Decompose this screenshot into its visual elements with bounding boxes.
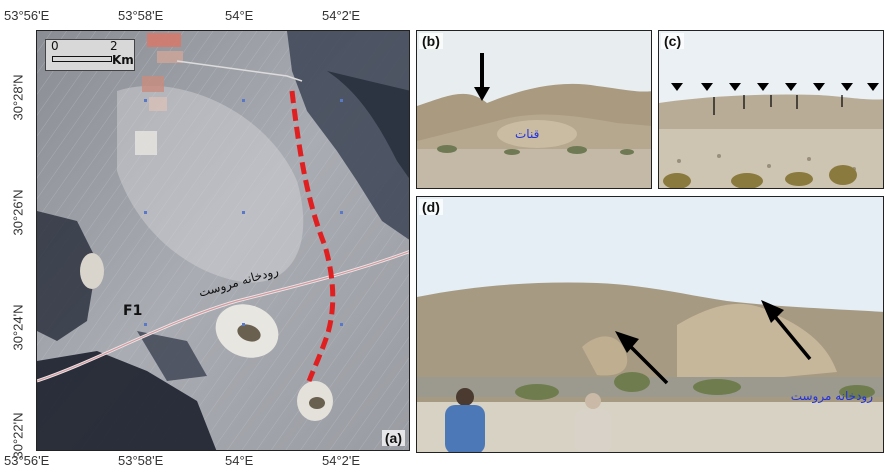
scale-bar: 0 2 Km — [45, 39, 135, 71]
bottom-tick-4: 54°2'E — [322, 453, 361, 468]
panel-c-label: (c) — [661, 33, 685, 49]
terrace-photo — [659, 31, 883, 188]
scale-start-label: 0 — [51, 39, 59, 53]
photo-panel-b: قنات (b) — [416, 30, 652, 189]
panel-a-label: (a) — [381, 430, 405, 446]
scale-unit-label: Km — [112, 53, 134, 67]
scale-end-label: 2 — [110, 39, 118, 53]
fault-trace-line — [289, 90, 336, 382]
photo-panel-c: (c) — [658, 30, 884, 189]
top-tick-1: 53°56'E — [4, 8, 50, 23]
river-annotation: رودخانه مروست — [790, 389, 873, 403]
left-tick-4: 30°22'N — [10, 412, 26, 459]
river-terrace-photo — [417, 197, 883, 452]
top-tick-4: 54°2'E — [322, 8, 361, 23]
panel-d-label: (d) — [419, 199, 443, 215]
bottom-tick-1: 53°56'E — [4, 453, 50, 468]
qanat-photo — [417, 31, 651, 188]
qanat-annotation: قنات — [515, 127, 540, 141]
satellite-map-panel: 0 2 Km F1 رودخانه مروست (a) — [36, 30, 410, 451]
panel-b-label: (b) — [419, 33, 443, 49]
left-tick-1: 30°28'N — [10, 74, 26, 121]
left-tick-2: 30°26'N — [10, 189, 26, 236]
bottom-tick-3: 54°E — [225, 453, 254, 468]
photo-panel-d: رودخانه مروست (d) — [416, 196, 884, 453]
left-tick-3: 30°24'N — [10, 304, 26, 351]
satellite-map-image — [37, 31, 409, 450]
top-tick-2: 53°58'E — [118, 8, 164, 23]
fault-label: F1 — [123, 303, 143, 319]
top-tick-3: 54°E — [225, 8, 254, 23]
bottom-tick-2: 53°58'E — [118, 453, 164, 468]
